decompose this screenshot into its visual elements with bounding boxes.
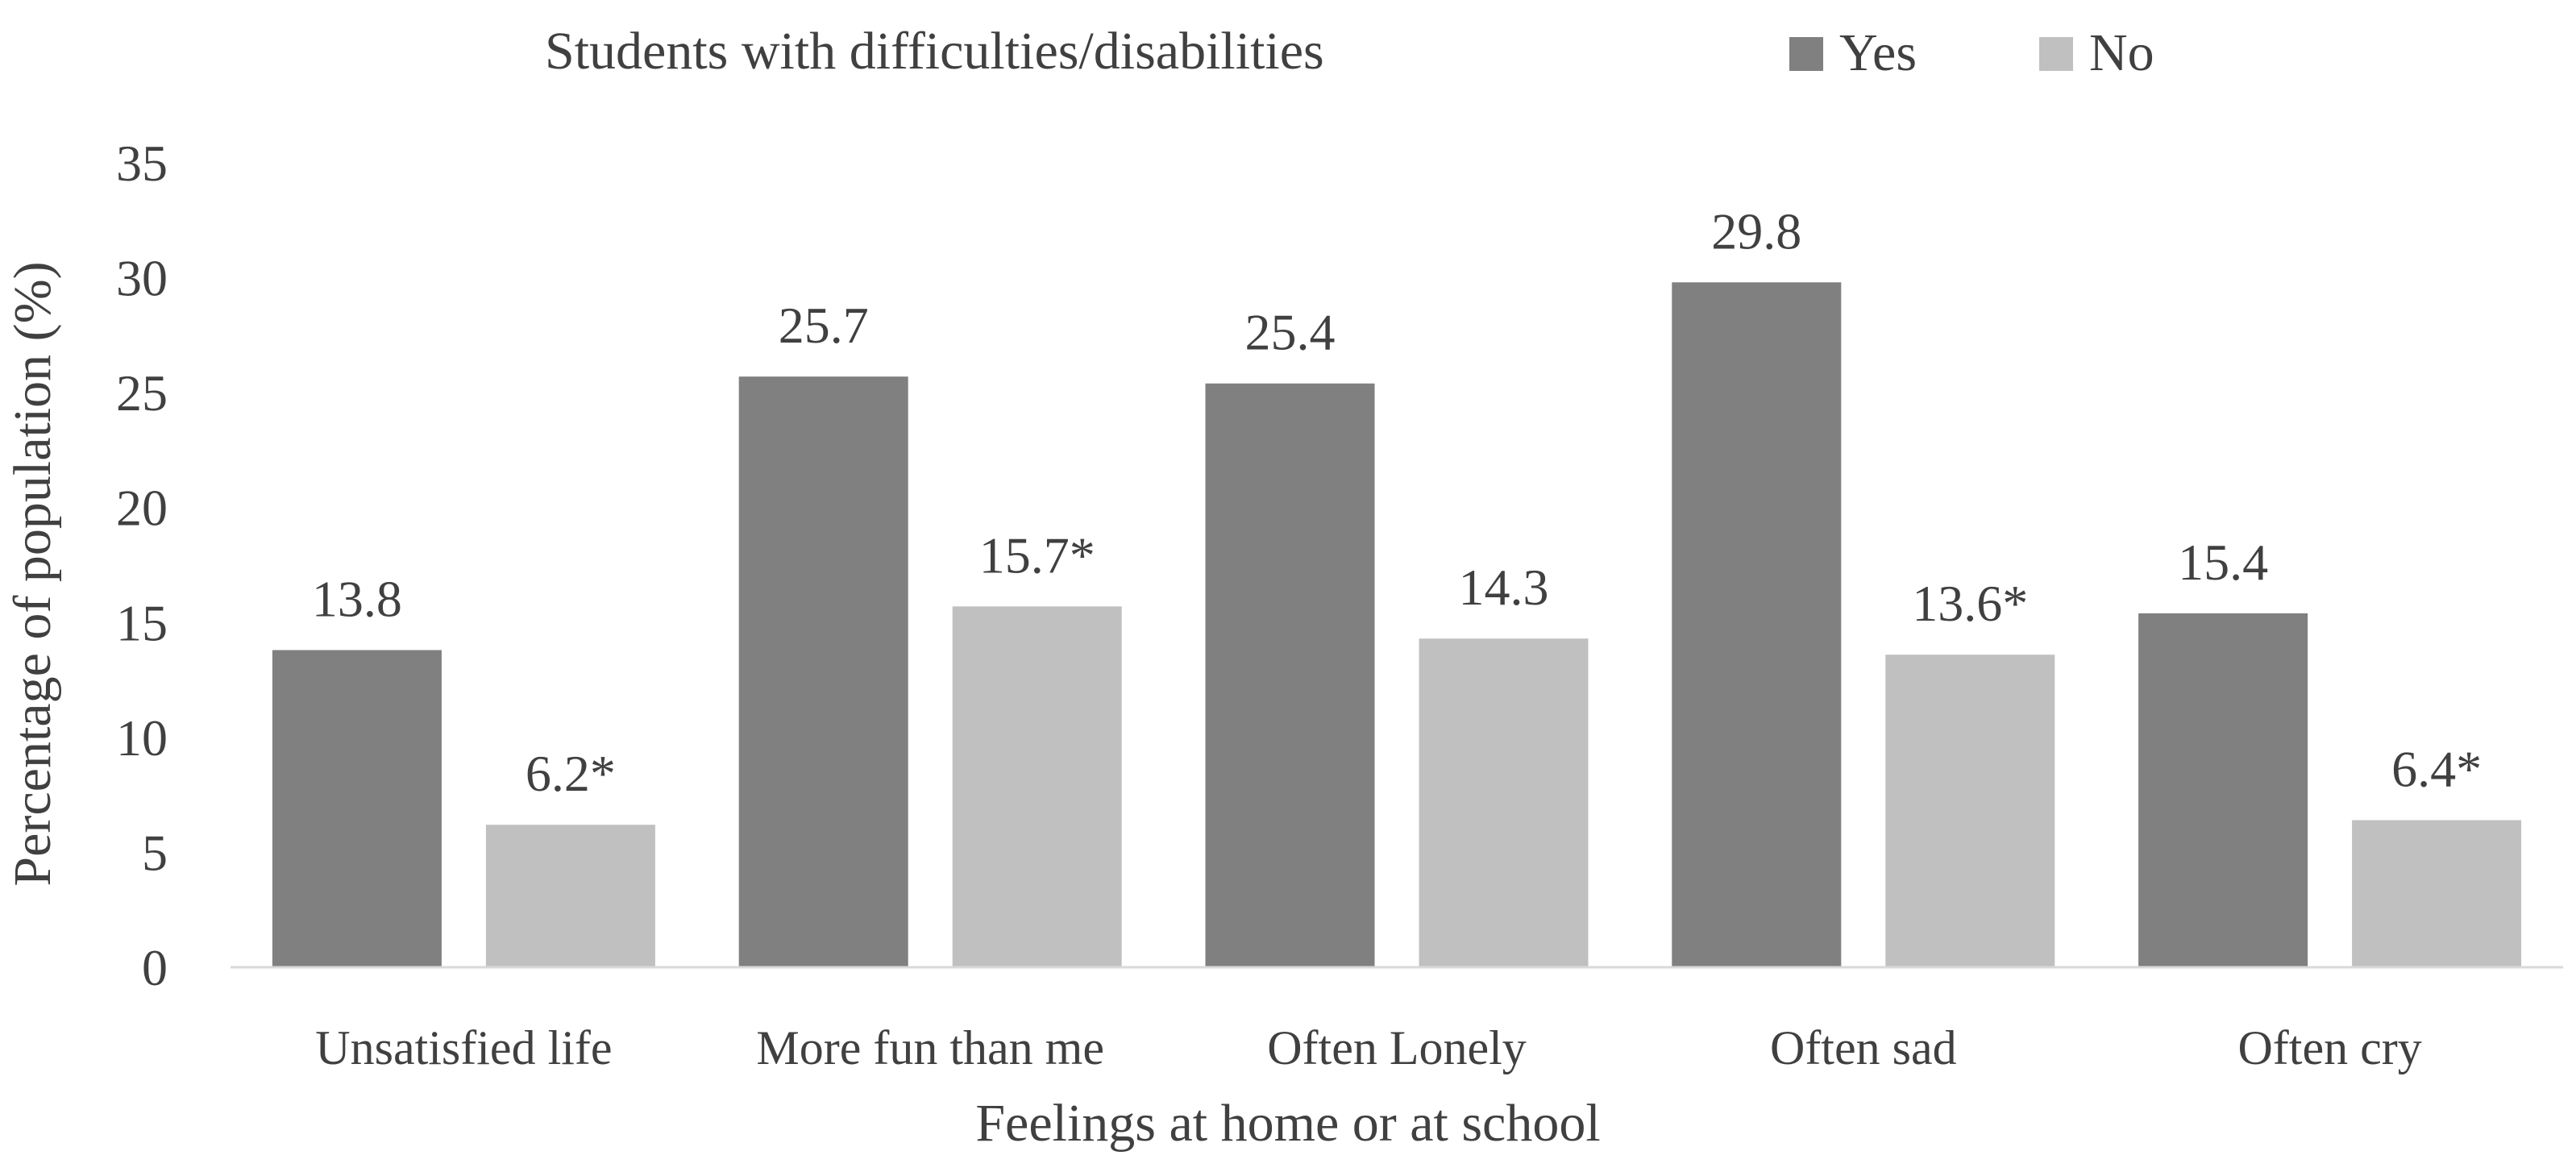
bar-no (485, 825, 655, 967)
data-label: 29.8 (1711, 202, 1801, 260)
y-axis-title: Percentage of population (%) (3, 261, 62, 886)
x-tick-label: Often sad (1770, 1021, 1957, 1074)
y-tick-label: 20 (116, 480, 168, 537)
bar-yes (1672, 282, 1842, 967)
data-label: 14.3 (1459, 559, 1549, 616)
y-tick-label: 15 (116, 594, 168, 651)
bars (272, 282, 2522, 967)
legend: Students with difficulties/disabilities … (545, 22, 2154, 82)
data-label: 15.4 (2178, 534, 2268, 591)
data-label: 6.4* (2391, 741, 2482, 798)
bar-yes (272, 650, 442, 967)
bar-yes (738, 376, 908, 967)
y-tick-label: 30 (116, 250, 168, 307)
legend-label-yes: Yes (1839, 23, 1917, 82)
bar-yes (2138, 613, 2308, 967)
legend-swatch-yes (1789, 37, 1823, 71)
data-label: 13.6* (1912, 575, 2028, 632)
x-tick-label: Unsatisfied life (315, 1021, 612, 1074)
y-tick-label: 25 (116, 364, 168, 422)
bar-no (1885, 655, 2055, 967)
data-label: 13.8 (312, 571, 402, 628)
bar-no (952, 606, 1122, 967)
x-axis-title: Feelings at home or at school (975, 1094, 1600, 1153)
bar-no (1419, 638, 1589, 967)
legend-swatch-no (2039, 37, 2073, 71)
x-tick-label: More fun than me (756, 1021, 1104, 1074)
y-tick-label: 0 (142, 939, 168, 996)
data-label: 15.7* (979, 526, 1095, 584)
bar-no (2352, 820, 2522, 967)
data-labels: 13.8 6.2* 25.7 15.7* 25.4 14.3 29.8 13.6* 15.4 6.… (312, 202, 2482, 802)
x-tick-label: Often Lonely (1267, 1021, 1527, 1074)
legend-title: Students with difficulties/disabilities (545, 22, 1324, 81)
y-tick-label: 5 (142, 824, 168, 881)
y-tick-label: 35 (116, 135, 168, 192)
y-tick-label: 10 (116, 709, 168, 767)
data-label: 25.7 (779, 297, 869, 354)
data-label: 25.4 (1245, 304, 1336, 361)
x-axis: Unsatisfied life More fun than me Often Lo… (231, 966, 2563, 1074)
data-label: 6.2* (526, 745, 616, 802)
y-axis: 0 5 10 15 20 25 30 35 (116, 135, 168, 996)
legend-label-no: No (2089, 23, 2154, 82)
x-tick-label: Often cry (2237, 1021, 2421, 1074)
bar-yes (1205, 383, 1375, 967)
